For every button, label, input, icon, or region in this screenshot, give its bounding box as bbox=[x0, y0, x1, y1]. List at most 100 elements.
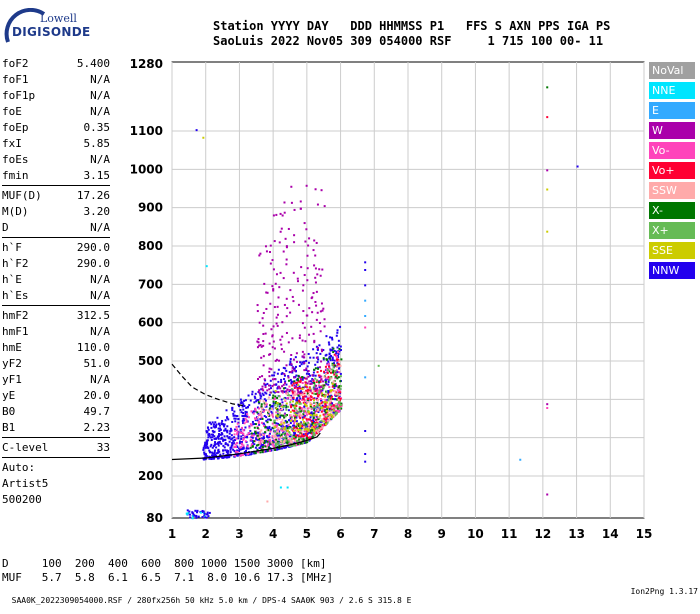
echo-point bbox=[307, 361, 310, 364]
echo-point bbox=[286, 307, 289, 310]
echo-point bbox=[241, 431, 244, 434]
echo-point bbox=[264, 441, 267, 444]
param-value: 3.20 bbox=[83, 205, 111, 218]
param-label: hmF1 bbox=[2, 325, 29, 338]
echo-point bbox=[307, 428, 310, 431]
echo-point bbox=[327, 397, 330, 400]
echo-point bbox=[317, 418, 320, 421]
echo-point bbox=[333, 398, 336, 401]
echo-point bbox=[274, 440, 277, 443]
echo-point bbox=[293, 241, 296, 244]
echo-point bbox=[271, 285, 274, 288]
echo-point bbox=[300, 438, 303, 441]
echo-point bbox=[313, 409, 316, 412]
echo-point bbox=[217, 449, 220, 452]
echo-point bbox=[227, 455, 230, 458]
echo-point bbox=[274, 282, 277, 285]
echo-point bbox=[290, 380, 293, 383]
echo-point bbox=[238, 447, 241, 450]
echo-point bbox=[314, 363, 317, 366]
echo-point bbox=[253, 433, 256, 436]
x-tick-label: 4 bbox=[269, 527, 277, 541]
echo-point bbox=[331, 389, 334, 392]
echo-point bbox=[322, 395, 325, 398]
echo-point bbox=[298, 428, 301, 431]
echo-point bbox=[271, 422, 274, 425]
echo-point bbox=[236, 433, 239, 436]
echo-point bbox=[340, 385, 343, 388]
axis-tick-labels: 1 2 3 4 5 6 7 8 9 10 11 12 13 14 158020030040050060070… bbox=[130, 57, 653, 541]
echo-point bbox=[217, 436, 220, 439]
echo-point bbox=[328, 416, 331, 419]
echo-point bbox=[268, 375, 271, 378]
echo-point bbox=[269, 384, 272, 387]
echo-point bbox=[314, 388, 317, 391]
echo-point bbox=[305, 184, 308, 187]
echo-point bbox=[546, 116, 549, 119]
echo-point bbox=[228, 454, 231, 457]
station-header: Station YYYY DAY DDD HHMMSS P1 FFS S AXN… bbox=[213, 19, 610, 49]
echo-point bbox=[275, 417, 278, 420]
echo-point bbox=[283, 433, 286, 436]
echo-point bbox=[327, 380, 330, 383]
echo-point bbox=[218, 440, 221, 443]
echo-point bbox=[328, 355, 331, 358]
echo-point bbox=[213, 443, 216, 446]
echo-point bbox=[231, 437, 234, 440]
echo-point bbox=[228, 432, 231, 435]
param-label: fxI bbox=[2, 137, 22, 150]
echo-point bbox=[301, 361, 304, 364]
echo-point bbox=[283, 211, 286, 214]
echo-point bbox=[289, 361, 292, 364]
echo-point bbox=[269, 419, 272, 422]
echo-point bbox=[295, 425, 298, 428]
echo-point bbox=[276, 430, 279, 433]
echo-point bbox=[243, 422, 246, 425]
echo-point bbox=[246, 445, 249, 448]
echo-point bbox=[301, 393, 304, 396]
echo-point bbox=[309, 401, 312, 404]
param-row: foEs N/A bbox=[2, 152, 110, 168]
echo-point bbox=[314, 418, 317, 421]
echo-point bbox=[364, 453, 367, 455]
echo-point bbox=[299, 410, 302, 413]
echo-point bbox=[336, 388, 339, 391]
echo-point bbox=[241, 405, 244, 408]
echo-point bbox=[275, 407, 278, 410]
echo-point bbox=[242, 447, 245, 450]
echo-point bbox=[316, 430, 319, 433]
echo-point bbox=[283, 429, 286, 432]
echo-point bbox=[315, 402, 318, 405]
parameter-group-muf: MUF(D) 17.26 M(D) 3.20 D N/A bbox=[2, 188, 110, 236]
echo-point bbox=[331, 349, 334, 352]
echo-point bbox=[265, 416, 268, 419]
echo-point bbox=[275, 426, 278, 429]
echo-point bbox=[338, 390, 341, 393]
echo-point bbox=[267, 384, 270, 387]
echo-point bbox=[214, 424, 217, 427]
echo-point bbox=[339, 392, 342, 395]
echo-point bbox=[340, 348, 343, 351]
echo-point bbox=[329, 348, 332, 351]
param-value: 20.0 bbox=[83, 389, 111, 402]
muf-row: MUF 5.7 5.8 6.1 6.5 7.1 8.0 10.6 17.3 [M… bbox=[2, 571, 334, 584]
echo-point bbox=[319, 352, 322, 355]
echo-point bbox=[280, 440, 283, 443]
echo-point bbox=[308, 412, 311, 415]
echo-point bbox=[302, 435, 305, 438]
echo-point bbox=[307, 409, 310, 412]
echo-point bbox=[317, 411, 320, 414]
echo-point bbox=[271, 396, 274, 399]
echo-point bbox=[228, 436, 231, 439]
echo-point bbox=[246, 415, 249, 418]
echo-point bbox=[293, 376, 296, 379]
echo-point bbox=[333, 389, 336, 392]
echo-point bbox=[244, 417, 247, 420]
echo-point bbox=[263, 282, 266, 285]
echo-point bbox=[305, 428, 308, 431]
echo-point bbox=[273, 429, 276, 432]
echo-point bbox=[254, 419, 257, 422]
echo-point bbox=[256, 436, 259, 439]
echo-point bbox=[316, 348, 319, 351]
echo-point bbox=[287, 379, 290, 382]
